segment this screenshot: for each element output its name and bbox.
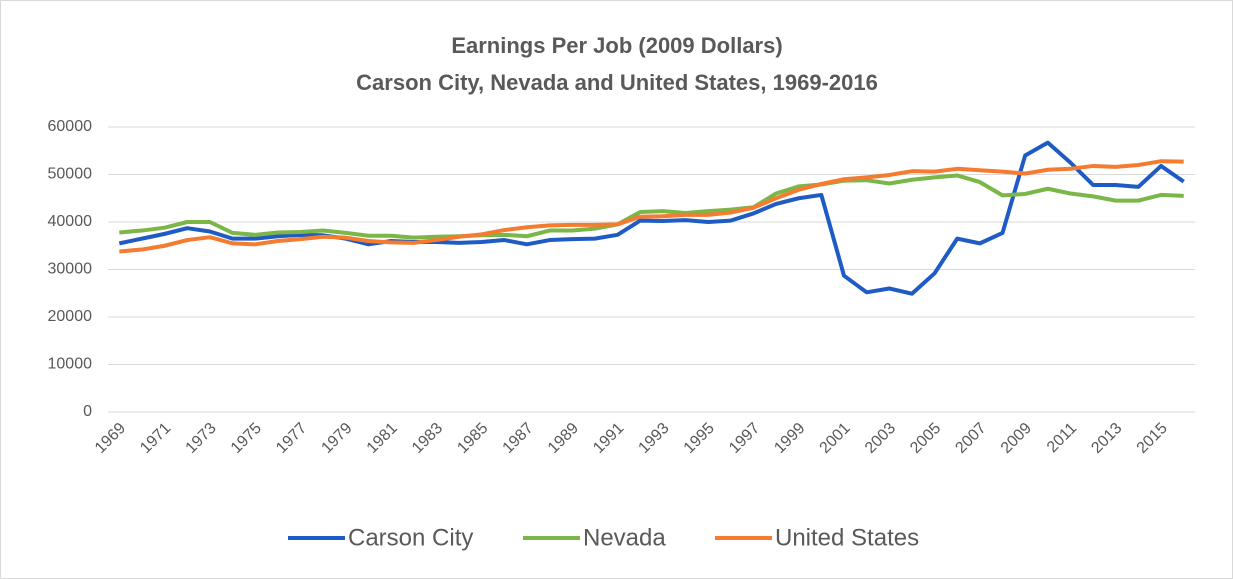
chart-title: Earnings Per Job (2009 Dollars)	[451, 33, 782, 58]
y-tick-label: 10000	[48, 356, 93, 373]
legend-label: United States	[775, 524, 919, 551]
y-tick-label: 40000	[48, 213, 93, 230]
y-tick-label: 50000	[48, 166, 93, 183]
series-line	[119, 173, 1184, 240]
y-tick-label: 20000	[48, 308, 93, 325]
series-line	[118, 140, 1185, 296]
chart-subtitle: Carson City, Nevada and United States, 1…	[356, 70, 878, 95]
legend-label: Carson City	[348, 524, 473, 551]
y-tick-label: 60000	[48, 118, 93, 135]
y-tick-label: 0	[83, 403, 92, 420]
legend-label: Nevada	[583, 524, 666, 551]
series-line	[119, 159, 1184, 254]
y-tick-label: 30000	[48, 261, 93, 278]
